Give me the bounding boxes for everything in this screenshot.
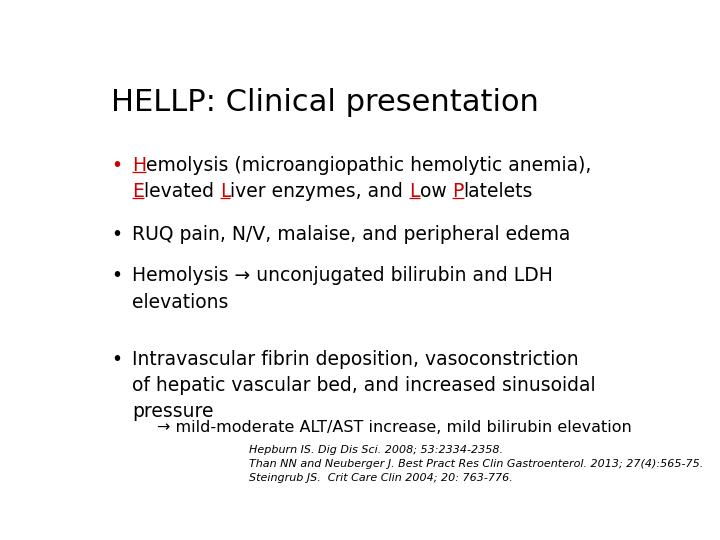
- Text: levated: levated: [144, 183, 220, 201]
- Text: P: P: [452, 183, 464, 201]
- Text: Intravascular fibrin deposition, vasoconstriction: Intravascular fibrin deposition, vasocon…: [132, 349, 578, 369]
- Text: latelets: latelets: [464, 183, 533, 201]
- Text: E: E: [132, 183, 144, 201]
- Text: Steingrub JS.  Crit Care Clin 2004; 20: 763-776.: Steingrub JS. Crit Care Clin 2004; 20: 7…: [249, 472, 513, 483]
- Text: •: •: [111, 156, 122, 176]
- Text: L: L: [220, 183, 230, 201]
- Text: of hepatic vascular bed, and increased sinusoidal: of hepatic vascular bed, and increased s…: [132, 376, 595, 395]
- Text: •: •: [111, 225, 122, 244]
- Text: •: •: [111, 266, 122, 286]
- Text: elevations: elevations: [132, 293, 228, 312]
- Text: → mild-moderate ALT/AST increase, mild bilirubin elevation: → mild-moderate ALT/AST increase, mild b…: [157, 420, 631, 435]
- Text: pressure: pressure: [132, 402, 213, 421]
- Text: ow: ow: [420, 183, 452, 201]
- Text: H: H: [132, 156, 146, 176]
- Text: emolysis (microangiopathic hemolytic anemia),: emolysis (microangiopathic hemolytic ane…: [146, 156, 591, 176]
- Text: RUQ pain, N/V, malaise, and peripheral edema: RUQ pain, N/V, malaise, and peripheral e…: [132, 225, 570, 244]
- Text: Hepburn IS. Dig Dis Sci. 2008; 53:2334-2358.: Hepburn IS. Dig Dis Sci. 2008; 53:2334-2…: [249, 446, 503, 455]
- Text: L: L: [409, 183, 420, 201]
- Text: HELLP: Clinical presentation: HELLP: Clinical presentation: [111, 87, 539, 117]
- Text: iver enzymes, and: iver enzymes, and: [230, 183, 409, 201]
- Text: Hemolysis → unconjugated bilirubin and LDH: Hemolysis → unconjugated bilirubin and L…: [132, 266, 553, 286]
- Text: •: •: [111, 349, 122, 369]
- Text: Than NN and Neuberger J. Best Pract Res Clin Gastroenterol. 2013; 27(4):565-75.: Than NN and Neuberger J. Best Pract Res …: [249, 459, 703, 469]
